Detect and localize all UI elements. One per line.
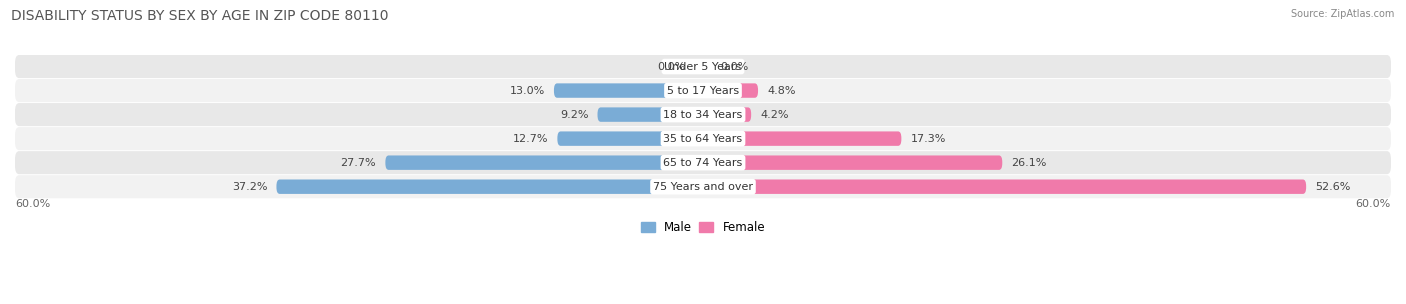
FancyBboxPatch shape: [557, 131, 703, 146]
Text: 0.0%: 0.0%: [658, 61, 686, 71]
Text: Under 5 Years: Under 5 Years: [665, 61, 741, 71]
Text: 52.6%: 52.6%: [1316, 182, 1351, 192]
FancyBboxPatch shape: [703, 107, 751, 122]
Text: 9.2%: 9.2%: [560, 110, 588, 119]
FancyBboxPatch shape: [15, 55, 1391, 78]
FancyBboxPatch shape: [15, 127, 1391, 150]
FancyBboxPatch shape: [703, 155, 1002, 170]
FancyBboxPatch shape: [703, 83, 758, 98]
FancyBboxPatch shape: [703, 179, 1306, 194]
Text: 17.3%: 17.3%: [911, 134, 946, 143]
FancyBboxPatch shape: [385, 155, 703, 170]
Text: Source: ZipAtlas.com: Source: ZipAtlas.com: [1291, 9, 1395, 19]
Text: 18 to 34 Years: 18 to 34 Years: [664, 110, 742, 119]
FancyBboxPatch shape: [554, 83, 703, 98]
Text: 60.0%: 60.0%: [1355, 199, 1391, 209]
FancyBboxPatch shape: [15, 79, 1391, 102]
Text: 13.0%: 13.0%: [509, 85, 544, 95]
Text: 5 to 17 Years: 5 to 17 Years: [666, 85, 740, 95]
Text: 4.2%: 4.2%: [761, 110, 789, 119]
Text: 35 to 64 Years: 35 to 64 Years: [664, 134, 742, 143]
Text: 65 to 74 Years: 65 to 74 Years: [664, 158, 742, 168]
FancyBboxPatch shape: [15, 151, 1391, 174]
Legend: Male, Female: Male, Female: [636, 216, 770, 239]
Text: 75 Years and over: 75 Years and over: [652, 182, 754, 192]
Text: 37.2%: 37.2%: [232, 182, 267, 192]
FancyBboxPatch shape: [598, 107, 703, 122]
Text: DISABILITY STATUS BY SEX BY AGE IN ZIP CODE 80110: DISABILITY STATUS BY SEX BY AGE IN ZIP C…: [11, 9, 388, 23]
FancyBboxPatch shape: [277, 179, 703, 194]
Text: 12.7%: 12.7%: [513, 134, 548, 143]
FancyBboxPatch shape: [15, 103, 1391, 126]
Text: 27.7%: 27.7%: [340, 158, 377, 168]
FancyBboxPatch shape: [703, 131, 901, 146]
Text: 4.8%: 4.8%: [768, 85, 796, 95]
FancyBboxPatch shape: [15, 175, 1391, 198]
Text: 26.1%: 26.1%: [1011, 158, 1047, 168]
Text: 0.0%: 0.0%: [720, 61, 748, 71]
Text: 60.0%: 60.0%: [15, 199, 51, 209]
